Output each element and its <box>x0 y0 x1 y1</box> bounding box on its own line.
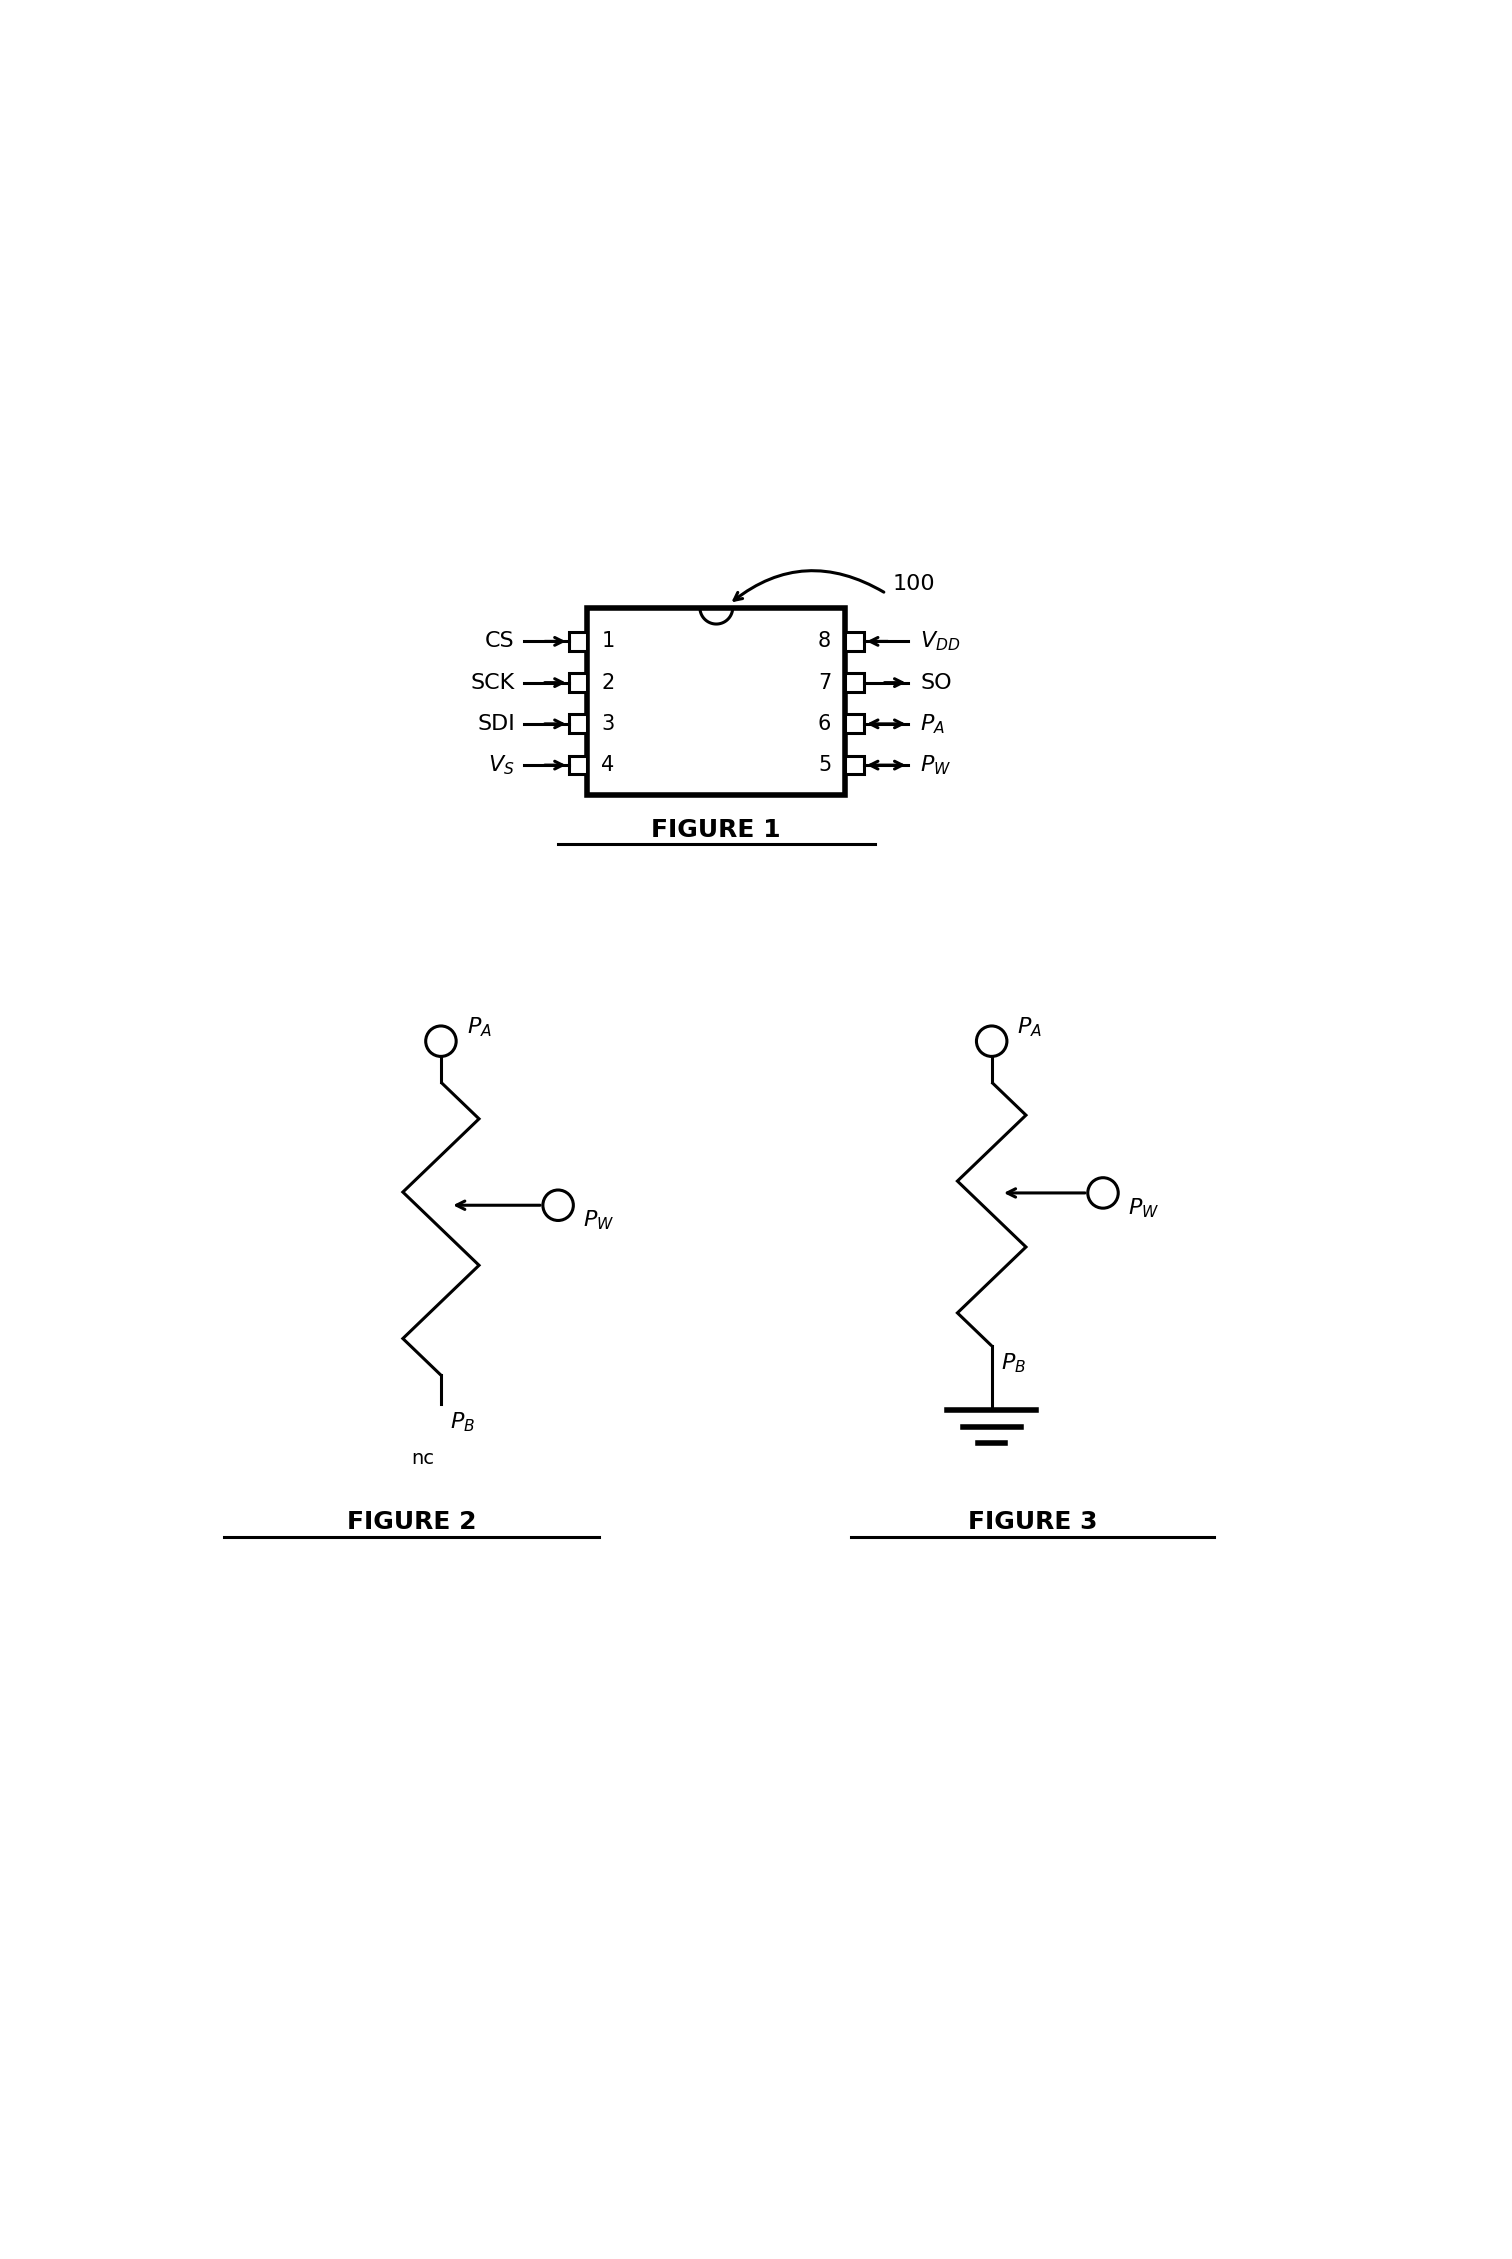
Text: $P_W$: $P_W$ <box>582 1209 614 1233</box>
Bar <box>845 633 863 651</box>
Text: 4: 4 <box>602 755 615 775</box>
Text: 8: 8 <box>818 630 832 651</box>
Text: SCK: SCK <box>470 673 514 694</box>
Bar <box>569 714 587 734</box>
Text: 5: 5 <box>818 755 832 775</box>
Text: $V_{DD}$: $V_{DD}$ <box>921 630 960 653</box>
Text: 6: 6 <box>818 714 832 734</box>
Bar <box>569 633 587 651</box>
Bar <box>845 673 863 691</box>
Text: $P_B$: $P_B$ <box>451 1410 475 1434</box>
Text: $P_B$: $P_B$ <box>1001 1351 1027 1376</box>
Bar <box>845 757 863 775</box>
Bar <box>587 608 845 795</box>
Text: SDI: SDI <box>476 714 514 734</box>
Text: $P_A$: $P_A$ <box>921 712 945 736</box>
Text: FIGURE 2: FIGURE 2 <box>346 1509 476 1534</box>
Text: $V_S$: $V_S$ <box>488 752 514 777</box>
Text: $P_W$: $P_W$ <box>921 752 951 777</box>
Text: SO: SO <box>921 673 953 694</box>
Text: FIGURE 1: FIGURE 1 <box>652 818 782 843</box>
Bar <box>569 673 587 691</box>
Text: $P_W$: $P_W$ <box>1128 1197 1158 1220</box>
Text: nc: nc <box>411 1448 434 1468</box>
Text: 1: 1 <box>602 630 615 651</box>
Text: 7: 7 <box>818 673 832 694</box>
Text: CS: CS <box>485 630 514 651</box>
Text: FIGURE 3: FIGURE 3 <box>968 1509 1098 1534</box>
Text: 3: 3 <box>602 714 615 734</box>
Bar <box>845 714 863 734</box>
Text: $P_A$: $P_A$ <box>467 1014 491 1039</box>
Text: $P_A$: $P_A$ <box>1018 1014 1042 1039</box>
Text: 100: 100 <box>892 574 934 594</box>
Bar <box>569 757 587 775</box>
Text: 2: 2 <box>602 673 615 694</box>
